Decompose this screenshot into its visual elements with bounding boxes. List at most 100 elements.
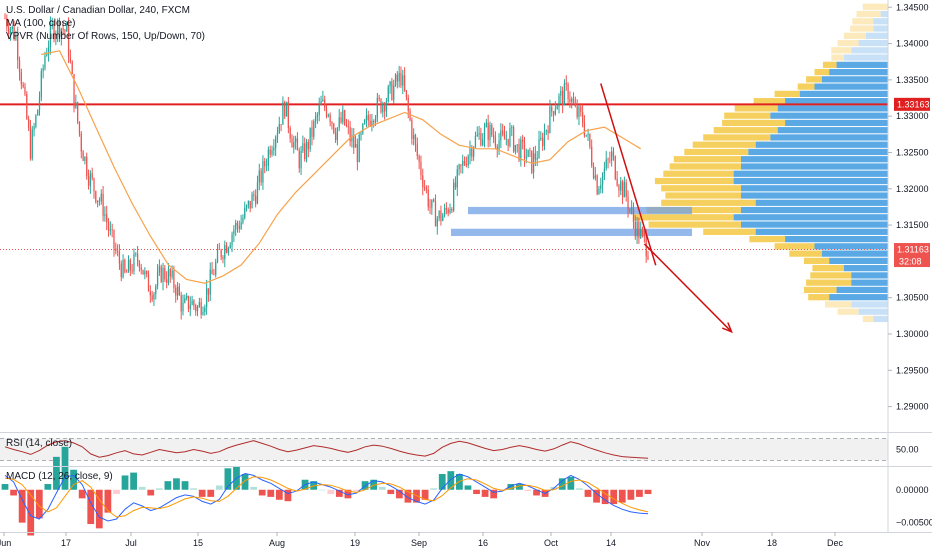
candle-body	[280, 124, 282, 125]
volume-row-up	[663, 170, 734, 177]
candle-body	[385, 101, 388, 112]
candle-body	[58, 20, 61, 37]
volume-row-down	[755, 141, 888, 148]
macd-histogram-bar	[618, 489, 626, 503]
volume-row-down	[843, 54, 888, 61]
candle-body	[358, 134, 360, 162]
macd-histogram-bar	[138, 486, 146, 490]
candle-body	[78, 121, 81, 134]
candles	[4, 13, 649, 320]
rsi-legend: RSI (14, close)	[6, 438, 72, 449]
candle-body	[307, 141, 309, 150]
macd-histogram-bar	[387, 489, 395, 495]
candle-body	[287, 101, 289, 128]
volume-row-up	[804, 257, 830, 265]
candle-body	[476, 134, 478, 137]
candle-body	[205, 288, 208, 308]
candle-body	[380, 99, 382, 113]
macd-histogram-bar	[284, 489, 292, 502]
candle-body	[186, 295, 188, 299]
candle-body	[80, 133, 82, 152]
candle-body	[265, 165, 268, 167]
candle-body	[84, 156, 86, 161]
candle-body	[472, 147, 475, 157]
candle-body	[144, 271, 146, 275]
macd-histogram-bar	[473, 489, 480, 495]
candle-body	[66, 23, 68, 32]
volume-row-up	[825, 301, 852, 308]
candle-body	[536, 158, 538, 160]
x-tick-label: 14	[606, 538, 616, 548]
candle-body	[60, 28, 62, 37]
macd-histogram-bar	[644, 489, 652, 495]
candle-body	[18, 60, 21, 73]
volume-row-down	[785, 235, 888, 243]
volume-row-up	[810, 272, 852, 279]
candle-body	[151, 295, 153, 300]
chart-title: U.S. Dollar / Canadian Dollar, 240, FXCM	[6, 5, 190, 16]
svg-text:1.31163: 1.31163	[897, 245, 929, 255]
rsi-band	[0, 438, 888, 461]
candle-body	[191, 300, 193, 305]
volume-row-up	[808, 294, 830, 301]
candle-body	[171, 270, 173, 277]
volume-row-up	[862, 315, 874, 323]
candle-body	[9, 29, 12, 34]
candle-body	[563, 83, 566, 106]
macd-histogram-bar	[438, 474, 446, 490]
candle-body	[49, 24, 52, 48]
candle-body	[256, 182, 259, 204]
macd-histogram-bar	[130, 472, 137, 490]
candle-body	[551, 106, 553, 112]
candle-body	[594, 175, 596, 179]
candle-body	[140, 267, 142, 270]
candle-body	[585, 134, 587, 136]
macd-line	[4, 472, 649, 522]
candle-body	[453, 182, 455, 211]
candle-body	[47, 47, 50, 55]
macd-histogram-bar	[241, 474, 249, 490]
candle-body	[449, 208, 451, 214]
candle-body	[96, 200, 99, 203]
candle-body	[403, 75, 406, 91]
candle-body	[313, 121, 315, 137]
candle-body	[638, 221, 640, 239]
volume-row-up	[789, 250, 822, 257]
y-tick-label: 1.33500	[896, 75, 929, 85]
candle-body	[55, 33, 57, 40]
volume-row-up	[837, 308, 859, 315]
candle-body	[100, 193, 102, 202]
macd-histogram-bar	[258, 489, 266, 496]
candle-body	[187, 295, 190, 310]
y-tick-label: 1.34500	[896, 2, 929, 12]
candle-body	[11, 26, 13, 30]
candle-body	[136, 253, 139, 262]
ma-line	[41, 50, 642, 284]
candle-body	[429, 207, 431, 208]
candle-body	[333, 123, 335, 133]
candle-body	[580, 106, 582, 112]
macd-histogram-bar	[404, 489, 412, 503]
macd-histogram-bar	[516, 484, 523, 490]
macd-histogram-bar	[584, 489, 592, 497]
macd-tick-label: 0.00000	[896, 485, 929, 495]
candle-body	[572, 98, 575, 104]
volume-row-up	[661, 185, 741, 192]
candle-body	[182, 302, 184, 312]
candle-body	[204, 307, 206, 312]
candle-body	[574, 103, 576, 107]
x-tick-label: Dec	[827, 538, 844, 548]
candle-body	[522, 139, 524, 143]
candle-body	[169, 269, 171, 277]
y-tick-label: 1.30000	[896, 329, 929, 339]
candle-body	[443, 207, 446, 216]
macd-histogram-bar	[567, 476, 575, 490]
candle-body	[367, 115, 369, 121]
candle-body	[538, 139, 540, 159]
volume-row-down	[836, 61, 888, 68]
candle-body	[235, 222, 237, 230]
macd-histogram-bar	[250, 486, 258, 490]
macd-histogram-bar	[593, 489, 600, 503]
x-tick-label: Jun	[0, 538, 11, 548]
